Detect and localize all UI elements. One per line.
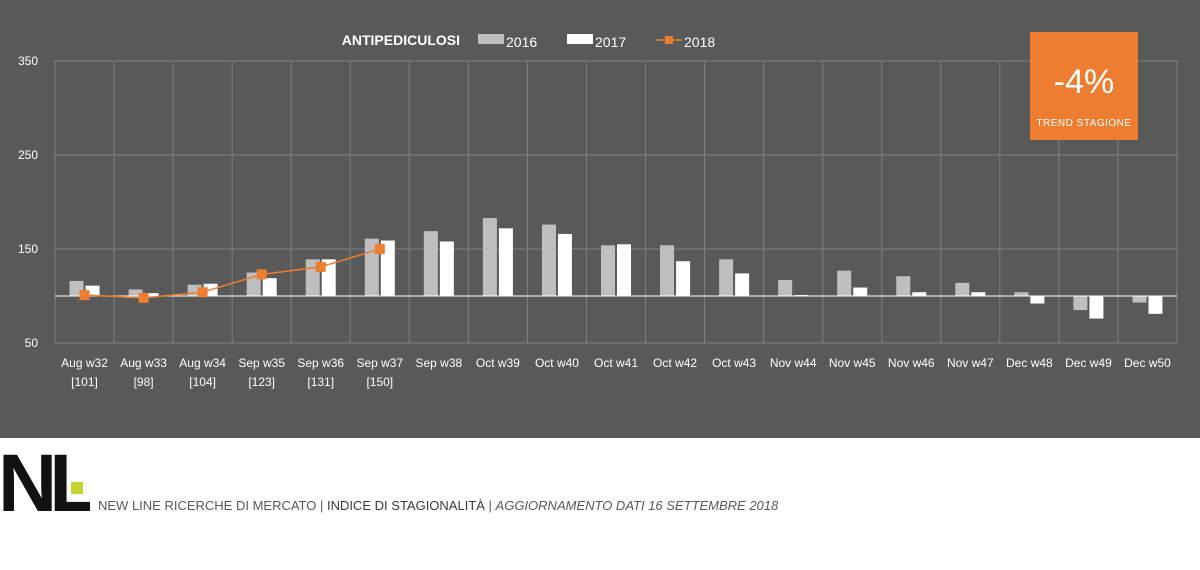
- bar-2017: [912, 292, 927, 296]
- bar-2017: [676, 261, 691, 296]
- legend-swatch-2017: [567, 34, 593, 44]
- bar-2017: [85, 285, 100, 296]
- legend-label-2016: 2016: [506, 34, 537, 50]
- chart-panel: 350 250 150 50 Aug w32 [101] Aug w33 [98] Aug w3…: [0, 0, 1200, 438]
- bar-2016: [955, 282, 970, 296]
- x-tick-label: Aug w33: [120, 356, 167, 370]
- x-tick-label: Oct w39: [476, 356, 520, 370]
- marker-2018: [138, 292, 149, 303]
- x-tick-label: Sep w38: [415, 356, 462, 370]
- trend-value: -4%: [1053, 63, 1115, 101]
- x-tick-label: Nov w47: [947, 356, 994, 370]
- bar-2017: [735, 273, 750, 296]
- trend-badge: -4% TREND STAGIONE: [1030, 32, 1138, 140]
- x-tick-label: Nov w46: [888, 356, 935, 370]
- x-tick-sublabel: [104]: [189, 375, 216, 389]
- trend-label: TREND STAGIONE: [1036, 118, 1132, 129]
- footer-index-title: INDICE DI STAGIONALITÀ: [326, 498, 485, 513]
- bar-2016: [896, 276, 911, 296]
- bar-2017: [144, 293, 159, 296]
- x-tick-label: Oct w41: [594, 356, 638, 370]
- x-tick-sublabel: [123]: [248, 375, 275, 389]
- y-tick-label: 250: [18, 148, 38, 162]
- chart-svg: 350 250 150 50 Aug w32 [101] Aug w33 [98] Aug w3…: [18, 32, 1178, 389]
- bar-2017: [557, 233, 572, 296]
- footer-text: NEW LINE RICERCHE DI MERCATO | INDICE DI…: [98, 498, 778, 513]
- bar-2017: [439, 241, 454, 296]
- marker-2018: [256, 269, 267, 280]
- footer-company: NEW LINE RICERCHE DI MERCATO: [98, 498, 317, 513]
- x-tick-sublabel: [101]: [71, 375, 98, 389]
- marker-2018: [197, 287, 208, 298]
- bar-2017: [853, 287, 868, 296]
- x-tick-label: Nov w45: [829, 356, 876, 370]
- x-tick-sublabel: [98]: [134, 375, 154, 389]
- bar-2016: [1073, 296, 1088, 311]
- marker-2018: [315, 261, 326, 272]
- x-tick-label: Dec w48: [1006, 356, 1053, 370]
- bar-2016: [128, 289, 143, 296]
- footer-separator-2: |: [484, 498, 496, 513]
- bar-2016: [482, 217, 497, 296]
- line-2018: [84, 248, 381, 299]
- bar-2017: [380, 240, 395, 296]
- bar-2016: [837, 270, 852, 296]
- marker-2018: [374, 244, 385, 254]
- bar-2017: [617, 244, 631, 296]
- bar-2016: [719, 259, 734, 296]
- bar-2017: [1148, 296, 1163, 314]
- bar-2016: [778, 280, 793, 296]
- legend-swatch-2016: [478, 34, 504, 44]
- x-tick-sublabel: [131]: [307, 375, 334, 389]
- logo-accent-square: [71, 482, 83, 494]
- bar-2017: [1030, 296, 1045, 304]
- x-tick-sublabel: [150]: [366, 375, 393, 389]
- bar-2016: [423, 231, 438, 296]
- bar-2016: [187, 284, 202, 296]
- x-tick-label: Oct w40: [535, 356, 579, 370]
- bar-2017: [262, 278, 277, 296]
- marker-2018: [79, 290, 90, 301]
- legend-marker-2018: [665, 36, 673, 44]
- chart-title: ANTIPEDICULOSI: [342, 32, 460, 48]
- x-tick-label: Sep w36: [297, 356, 344, 370]
- y-tick-label: 150: [18, 242, 38, 256]
- x-tick-label: Dec w50: [1124, 356, 1171, 370]
- y-tick-label: 350: [18, 54, 38, 68]
- x-tick-label: Sep w37: [356, 356, 403, 370]
- footer-update-date: AGGIORNAMENTO DATI 16 SETTEMBRE 2018: [495, 498, 779, 513]
- y-tick-label: 50: [25, 336, 39, 350]
- bar-2016: [601, 245, 615, 296]
- bar-2017: [498, 228, 513, 296]
- bar-2016: [660, 245, 675, 296]
- logo-text: NL: [0, 444, 90, 514]
- x-tick-label: Dec w49: [1065, 356, 1112, 370]
- legend-label-2017: 2017: [595, 34, 626, 50]
- x-tick-label: Aug w32: [61, 356, 108, 370]
- bar-2016: [1014, 292, 1029, 296]
- x-tick-label: Oct w43: [712, 356, 756, 370]
- legend-label-2018: 2018: [684, 34, 715, 50]
- x-tick-label: Aug w34: [179, 356, 226, 370]
- bar-2017: [971, 292, 986, 296]
- x-tick-label: Nov w44: [770, 356, 817, 370]
- footer-separator: |: [316, 498, 327, 513]
- bar-2016: [541, 224, 556, 296]
- x-tick-label: Sep w35: [238, 356, 285, 370]
- x-tick-label: Oct w42: [653, 356, 697, 370]
- bar-2017: [1089, 296, 1104, 319]
- bar-2016: [1132, 296, 1147, 303]
- company-logo: NL: [0, 444, 90, 514]
